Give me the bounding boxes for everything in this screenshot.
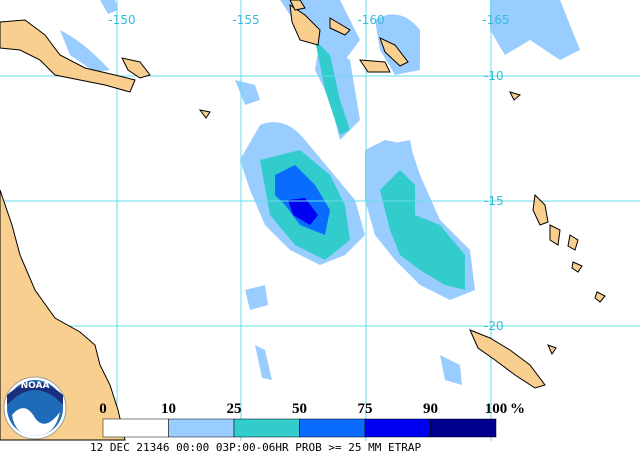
lat-label: -15 <box>484 194 504 208</box>
lon-label: -155 <box>232 13 259 27</box>
colorbar-segment <box>102 418 169 438</box>
logo-text: NOAA <box>21 381 50 391</box>
graticule: -150 -155 -160 -165 -10 -15 -20 <box>0 0 640 441</box>
caption: 12 DEC 21346 00:00 03P:00-06HR PROB >= 2… <box>90 441 422 454</box>
lon-label: -165 <box>482 13 509 27</box>
colorbar-label: 90 <box>423 401 438 417</box>
colorbar: 0 10 25 50 75 90 100% <box>99 401 525 438</box>
colorbar-segment <box>299 418 366 438</box>
colorbar-label: 0 <box>99 401 107 417</box>
colorbar-label: 100 <box>485 401 508 417</box>
lon-label: -160 <box>357 13 384 27</box>
colorbar-label: 25 <box>227 401 242 417</box>
noaa-logo: NOAA <box>3 376 67 440</box>
colorbar-label: 10 <box>161 401 176 417</box>
colorbar-unit: % <box>510 401 525 417</box>
colorbar-segment <box>168 418 235 438</box>
lat-label: -20 <box>484 319 504 333</box>
lat-label: -10 <box>484 69 504 83</box>
colorbar-label: 75 <box>358 401 373 417</box>
colorbar-segment <box>364 418 431 438</box>
colorbar-segment <box>233 418 300 438</box>
lon-label: -150 <box>108 13 135 27</box>
colorbar-segment <box>430 418 497 438</box>
caption-bar <box>0 441 640 455</box>
colorbar-label: 50 <box>292 401 307 417</box>
